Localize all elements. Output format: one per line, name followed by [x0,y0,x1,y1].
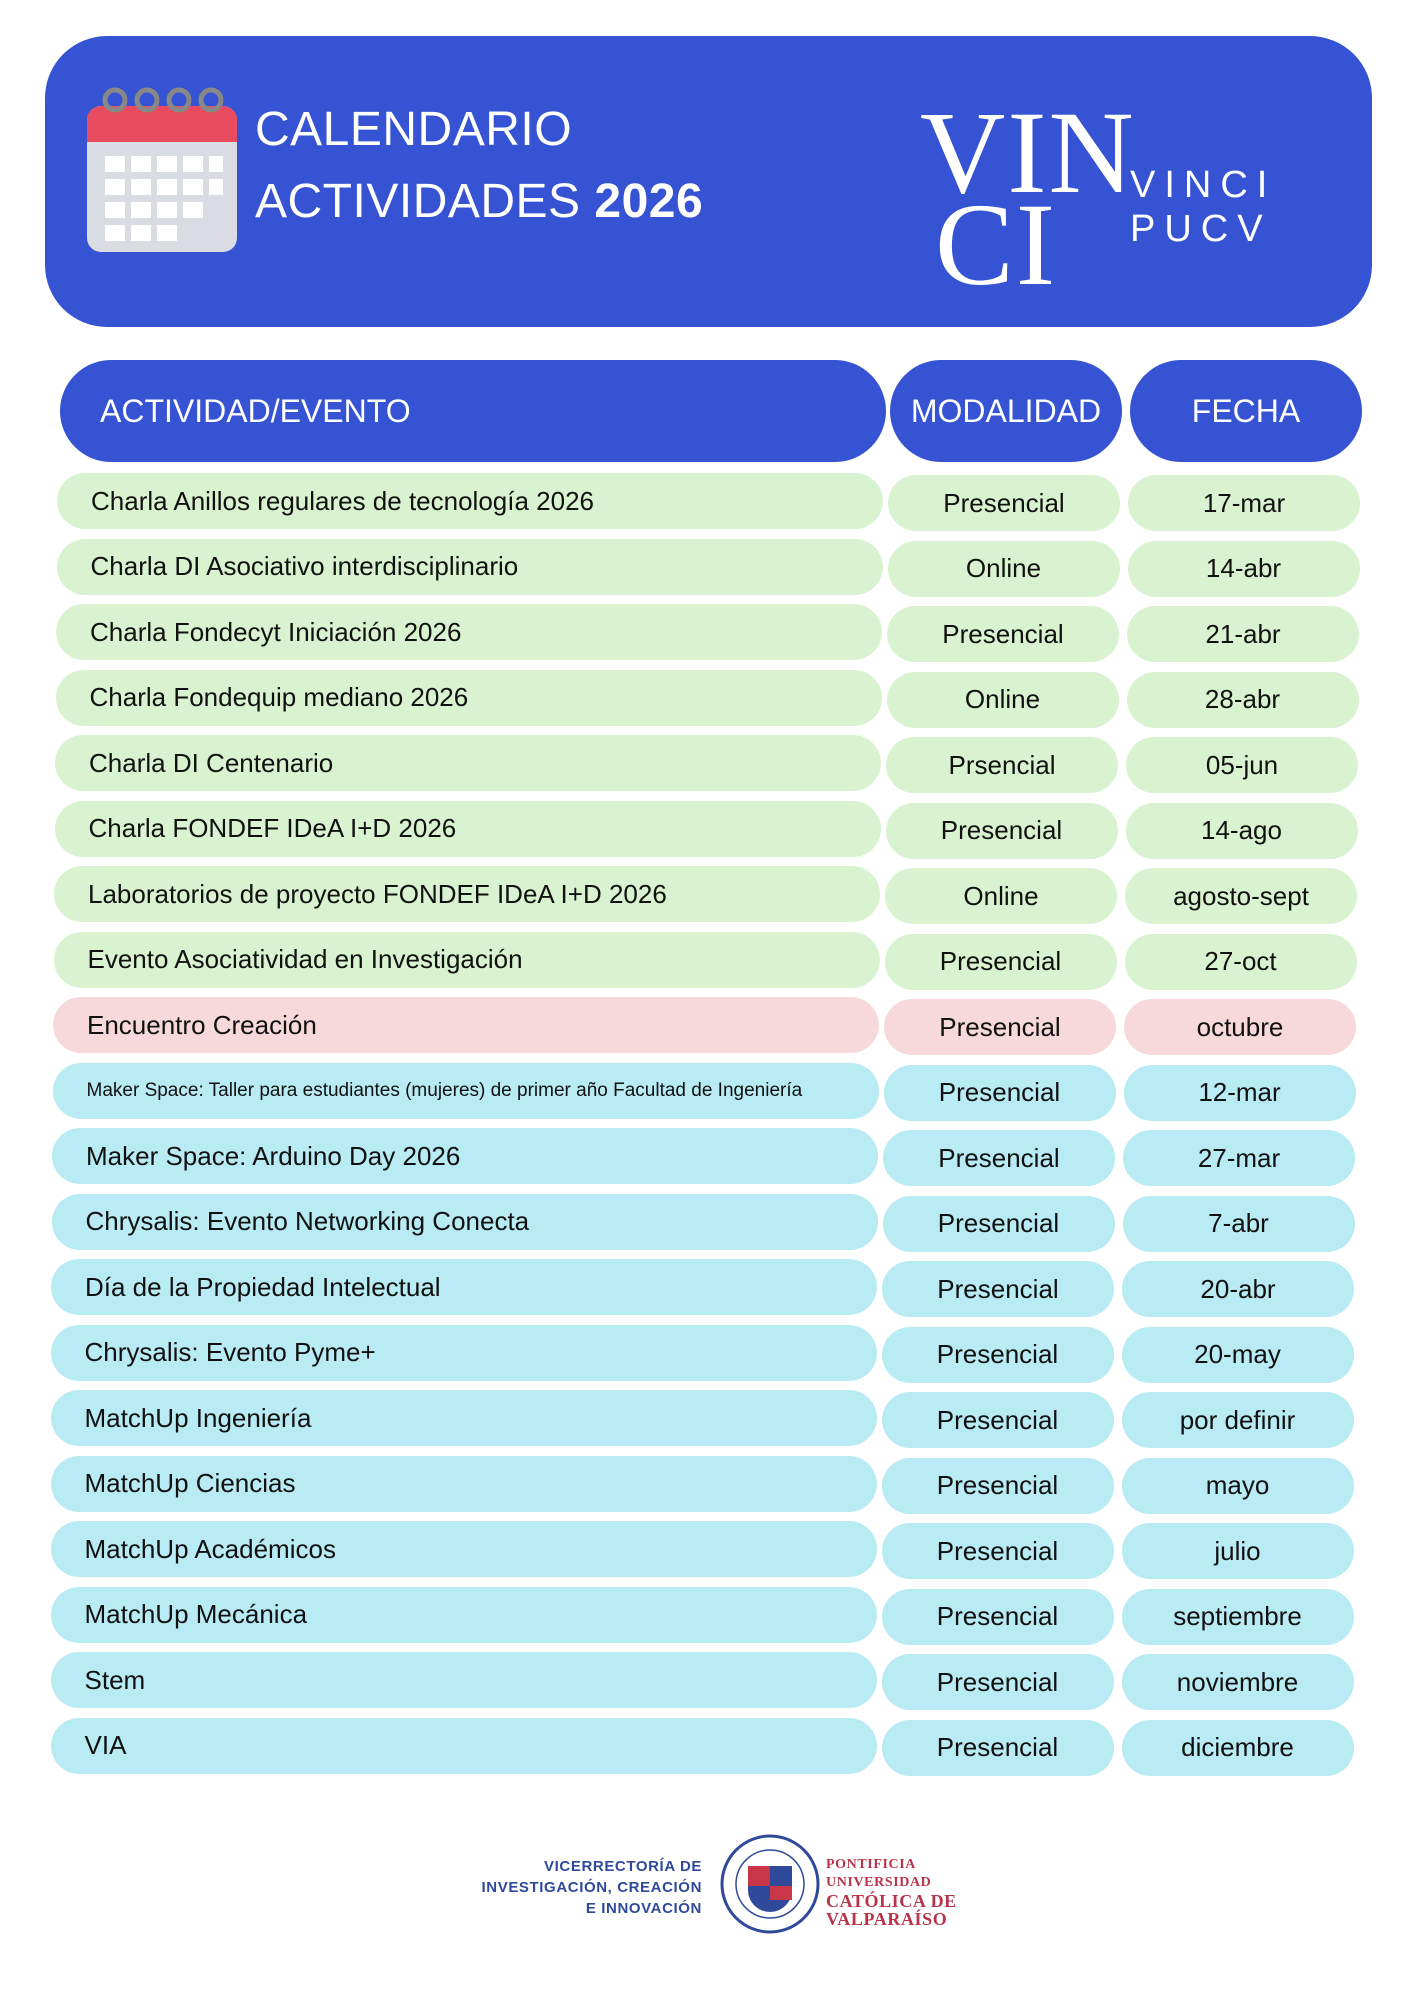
date-cell: 05-jun [1126,737,1358,793]
date-cell: mayo [1121,1457,1354,1514]
modality-cell: Presencial [881,1457,1114,1514]
modality-cell: Online [886,671,1119,728]
activity-cell: Evento Asociatividad en Investigación [53,931,880,988]
title-line1: CALENDARIO [255,103,573,156]
modality-cell: Presencial [883,1130,1115,1186]
date-cell: por definir [1121,1392,1354,1448]
activity-cell: Encuentro Creación [53,997,879,1053]
date-cell: agosto-sept [1125,868,1357,924]
modality-cell: Presencial [882,1261,1114,1317]
column-header: ACTIVIDAD/EVENTO [60,360,886,462]
date-cell: julio [1121,1523,1354,1579]
modality-cell: Presencial [887,606,1119,662]
modality-cell: Presencial [881,1523,1114,1579]
activity-cell: MatchUp Académicos [50,1521,877,1577]
modality-cell: Prsencial [886,737,1118,793]
activity-cell: Laboratorios de proyecto FONDEF IDeA I+D… [54,866,880,922]
date-cell: 7-abr [1122,1195,1355,1252]
activity-cell: Chrysalis: Evento Networking Conecta [51,1193,878,1250]
date-cell: 20-may [1121,1326,1354,1383]
header-banner: CALENDARIO ACTIVIDADES 2026 VIN CI VINCI… [45,36,1372,327]
activity-cell: MatchUp Ingeniería [50,1390,877,1446]
date-cell: diciembre [1121,1719,1354,1776]
footer-right-line: UNIVERSIDAD [826,1875,932,1890]
modality-cell: Presencial [881,1326,1114,1383]
university-seal [720,1834,820,1934]
activity-cell: VIA [50,1717,877,1774]
activity-cell: Charla Fondecyt Iniciación 2026 [56,604,882,660]
footer-right: PONTIFICIA UNIVERSIDAD CATÓLICA DE VALPA… [826,1856,957,1928]
date-cell: 21-abr [1127,606,1359,662]
modality-cell: Presencial [885,802,1118,859]
footer-left: VICERRECTORÍA DE INVESTIGACIÓN, CREACIÓN… [430,1856,702,1919]
activity-cell: Stem [50,1652,877,1708]
modality-cell: Presencial [884,933,1117,990]
footer-left-line: VICERRECTORÍA DE [544,1858,702,1875]
date-cell: 28-abr [1126,671,1359,728]
date-cell: septiembre [1121,1588,1354,1645]
modality-cell: Presencial [881,1588,1114,1645]
date-cell: 12-mar [1123,1064,1356,1121]
date-cell: octubre [1124,999,1356,1055]
footer-right-line: VALPARAÍSO [826,1909,948,1929]
activity-cell: Chrysalis: Evento Pyme+ [50,1324,877,1381]
activity-cell: Día de la Propiedad Intelectual [51,1259,877,1315]
activity-cell: Charla Fondequip mediano 2026 [55,669,882,726]
date-cell: noviembre [1121,1654,1354,1710]
date-cell: 14-abr [1127,540,1360,597]
title-line2: ACTIVIDADES 2026 [255,174,703,229]
date-cell: 17-mar [1128,475,1360,531]
activity-cell: Charla DI Asociativo interdisciplinario [56,538,883,595]
activity-cell: Maker Space: Taller para estudiantes (mu… [52,1062,879,1119]
footer-right-line: PONTIFICIA [826,1857,917,1872]
logo-line2: PUCV [1130,208,1272,250]
date-cell: 14-ago [1125,802,1358,859]
activity-cell: MatchUp Ciencias [50,1455,877,1512]
date-cell: 27-oct [1124,933,1357,990]
activity-cell: Charla Anillos regulares de tecnología 2… [57,473,883,529]
footer-left-line: INVESTIGACIÓN, CREACIÓN [481,1879,702,1896]
logo-line1: VINCI [1130,164,1277,206]
modality-cell: Presencial [884,999,1116,1055]
modality-cell: Presencial [881,1719,1114,1776]
modality-cell: Online [887,540,1120,597]
modality-cell: Presencial [882,1195,1115,1252]
title-text: ACTIVIDADES [255,175,581,228]
calendar-icon [87,87,237,252]
modality-cell: Presencial [888,475,1120,531]
date-cell: 27-mar [1123,1130,1355,1186]
column-header: FECHA [1130,360,1362,462]
logo-mark-top: VIN [920,87,1136,218]
activity-cell: Maker Space: Arduino Day 2026 [52,1128,878,1184]
footer-right-line: CATÓLICA DE [826,1891,957,1911]
logo-mark-bottom: CI [935,179,1057,310]
date-cell: 20-abr [1122,1261,1354,1317]
modality-cell: Presencial [881,1392,1114,1448]
column-header: MODALIDAD [890,360,1122,462]
activity-cell: Charla FONDEF IDeA I+D 2026 [54,800,881,857]
modality-cell: Presencial [883,1064,1116,1121]
modality-cell: Presencial [881,1654,1114,1710]
footer-left-line: E INNOVACIÓN [585,1900,702,1917]
title-year: 2026 [594,175,704,228]
activity-cell: Charla DI Centenario [55,735,881,791]
activity-cell: MatchUp Mecánica [50,1586,877,1643]
modality-cell: Online [885,868,1117,924]
